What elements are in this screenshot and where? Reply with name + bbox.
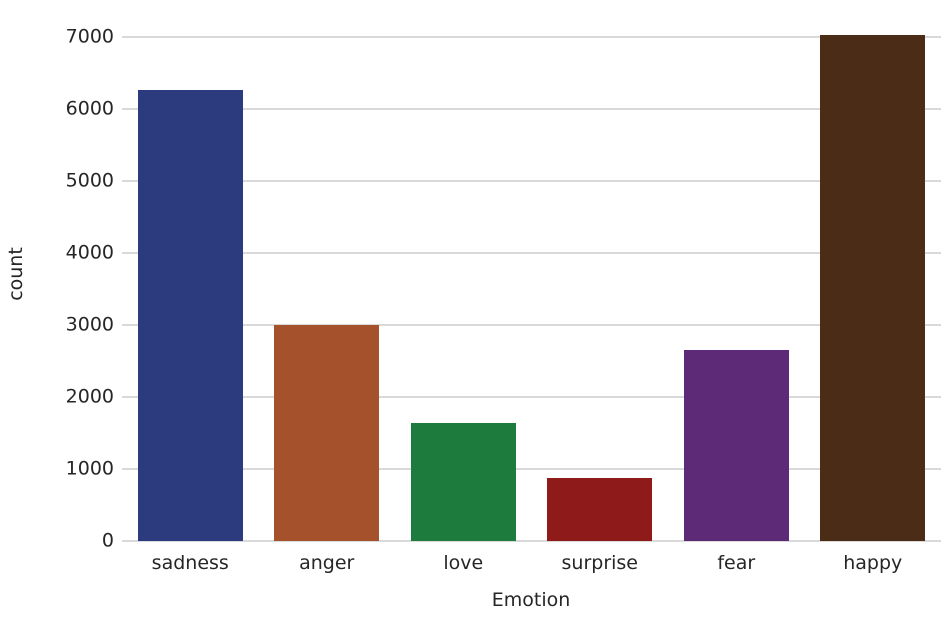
x-tick-surprise: surprise <box>561 552 639 574</box>
gridline-3000 <box>122 323 941 326</box>
y-tick-5000: 5000 <box>65 169 114 192</box>
y-tick-7000: 7000 <box>65 25 114 48</box>
x-tick-sadness: sadness <box>151 552 229 574</box>
gridline-4000 <box>122 251 941 254</box>
bar-anger <box>274 325 380 541</box>
plot-area <box>122 8 941 542</box>
x-tick-fear: fear <box>717 552 756 574</box>
bar-sadness <box>137 89 243 541</box>
x-tick-love: love <box>443 552 484 574</box>
y-tick-1000: 1000 <box>65 457 114 480</box>
bar-slot-sadness <box>122 8 259 541</box>
y-tick-0: 0 <box>101 529 114 552</box>
gridline-2000 <box>122 395 941 398</box>
bar-surprise <box>547 477 653 541</box>
bar-slot-happy <box>805 8 942 541</box>
gridline-7000 <box>122 35 941 38</box>
gridline-0 <box>122 540 941 542</box>
bar-slot-fear <box>668 8 805 541</box>
gridline-1000 <box>122 467 941 470</box>
y-tick-2000: 2000 <box>65 385 114 408</box>
x-tick-labels: sadness anger love surprise fear happy <box>122 552 941 574</box>
x-tick-anger: anger <box>299 552 355 574</box>
bar-slot-surprise <box>532 8 669 541</box>
y-tick-4000: 4000 <box>65 241 114 264</box>
y-axis-label: count <box>5 247 27 301</box>
y-tick-6000: 6000 <box>65 97 114 120</box>
bar-slot-love <box>395 8 532 541</box>
bar-happy <box>820 34 926 541</box>
gridline-5000 <box>122 179 941 182</box>
bars-container <box>122 8 941 541</box>
y-tick-3000: 3000 <box>65 313 114 336</box>
gridline-6000 <box>122 107 941 110</box>
bar-love <box>410 422 516 541</box>
x-axis-label: Emotion <box>491 589 571 611</box>
bar-fear <box>683 349 789 541</box>
x-tick-happy: happy <box>843 552 903 574</box>
bar-slot-anger <box>259 8 396 541</box>
